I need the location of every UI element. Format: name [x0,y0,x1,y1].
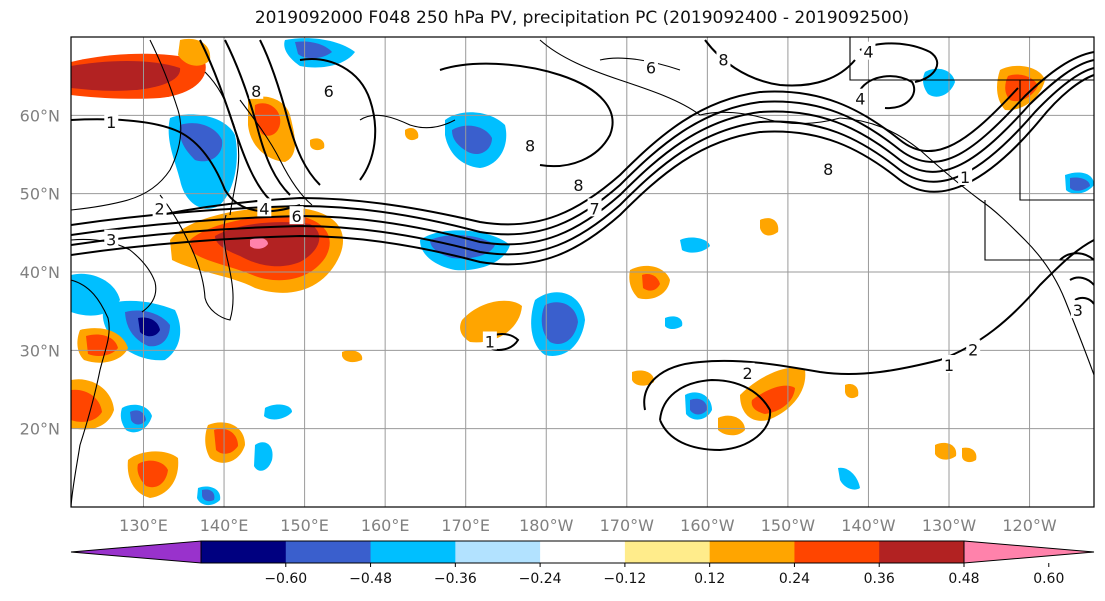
colorbar-tick-label: −0.60 [264,571,307,587]
contour-label: 1 [485,333,495,352]
colorbar-tick-label: 0.36 [864,571,895,587]
colorbar-tick-label: −0.36 [434,571,477,587]
contour-label-bg [740,362,755,381]
contour-label: 1 [960,168,970,187]
colorbar-segment [540,541,626,563]
colorbar-segment [624,541,711,563]
lat-label: 40°N [20,263,60,282]
colorbar-tick-label: −0.48 [349,571,392,587]
lon-label: 160°W [680,516,735,535]
contour-label: 4 [863,43,873,62]
contour-label: 1 [944,356,954,375]
colorbar: −0.60 −0.48 −0.36 −0.24 −0.12 0.12 0.24 0.36 0.4… [70,540,1095,587]
colorbar-extend-high [963,540,1095,564]
contour-label-bg [821,159,836,178]
colorbar-tick-label: −0.12 [603,571,646,587]
contour-label: 8 [573,176,583,195]
contour-label: 2 [743,364,753,383]
lon-label: 160°E [361,516,410,535]
lon-label: 150°E [280,516,329,535]
colorbar-tick-label: 0.60 [1033,571,1064,587]
latitude-labels: 60°N 50°N 40°N 30°N 20°N [20,106,60,438]
colorbar-tick-label: 0.24 [779,571,810,587]
contour-label: 3 [1073,301,1083,320]
contour-label: 8 [525,137,535,156]
colorbar-segment [285,541,372,563]
contour-label: 4 [855,90,865,109]
contour-label: 1 [106,113,116,132]
colorbar-tick-label: 0.48 [948,571,979,587]
map-frame [70,36,1095,508]
lon-label: 170°W [600,516,655,535]
contour-label: 8 [718,51,728,70]
contour-label: 6 [646,58,656,77]
lat-label: 60°N [20,106,60,125]
contour-label-bg [289,206,304,225]
lon-label: 170°E [441,516,490,535]
contour-label-bg [249,80,264,99]
contour-label: 3 [106,231,116,250]
contour-label-bg [571,174,586,193]
contour-label-bg [942,355,957,373]
precip-shading [71,38,1094,506]
colorbar-segment [201,541,287,563]
contour-label: 8 [823,160,833,179]
contour-label-bg [958,167,973,185]
colorbar-tick-label: 0.12 [694,571,725,587]
contour-label-bg [321,80,336,99]
map-gridlines [71,37,1094,507]
contour-label-bg [966,339,981,358]
colorbar-segment [794,541,880,563]
contour-label-bg [587,198,602,217]
colorbar-extend-low [70,540,202,564]
colorbar-segment [455,541,541,563]
lon-label: 120°W [1002,516,1057,535]
lat-label: 20°N [20,420,60,439]
lon-label: 140°W [841,516,896,535]
lon-label: 180°W [519,516,574,535]
contour-label: 7 [589,199,599,218]
contour-label: 2 [968,340,978,359]
contour-label: 4 [259,199,269,218]
contour-label: 6 [291,207,301,226]
lon-label: 140°E [200,516,249,535]
contour-label: 2 [155,199,165,218]
contour-label-bg [853,88,868,107]
contour-label: 6 [324,82,334,101]
contour-label-bg [523,135,538,154]
lon-label: 150°W [761,516,816,535]
colorbar-segment [879,541,965,563]
contour-label-bg [257,198,272,217]
colorbar-segment [709,541,795,563]
lon-label: 130°W [922,516,977,535]
colorbar-segment [370,541,456,563]
plot-title: 2019092000 F048 250 hPa PV, precipitatio… [254,8,910,28]
lat-label: 30°N [20,341,60,360]
contour-label: 8 [251,82,261,101]
coastlines [71,37,1094,507]
contour-label-bg [482,331,497,350]
contour-label-bg [643,57,658,76]
lon-label: 130°E [119,516,168,535]
contour-label-bg [104,229,119,248]
contour-label-bg [861,41,876,60]
contour-label-bg [1070,300,1085,319]
contour-label-bg [104,112,119,131]
longitude-labels: 130°E 140°E 150°E 160°E 170°E 180°W 170°W 160°W… [119,516,1057,535]
contour-label-bg [152,198,167,217]
contour-label-bg [716,49,731,68]
colorbar-outline [200,540,965,564]
lat-label: 50°N [20,185,60,204]
colorbar-tick-label: −0.24 [519,571,562,587]
